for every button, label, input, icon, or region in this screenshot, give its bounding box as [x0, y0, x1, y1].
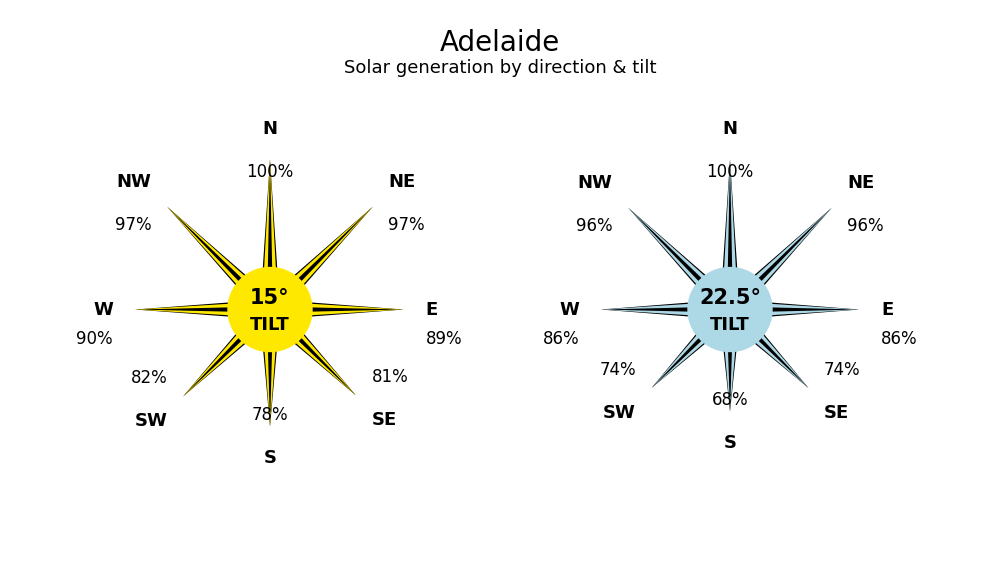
Polygon shape	[263, 331, 277, 426]
Text: 81%: 81%	[371, 368, 408, 386]
Circle shape	[688, 267, 772, 352]
Polygon shape	[279, 207, 373, 301]
Polygon shape	[601, 303, 709, 317]
Text: 74%: 74%	[599, 360, 636, 378]
Text: 97%: 97%	[115, 216, 152, 234]
Text: 68%: 68%	[712, 391, 748, 409]
Polygon shape	[752, 307, 859, 312]
Text: W: W	[93, 301, 113, 318]
Polygon shape	[183, 319, 260, 397]
Text: E: E	[426, 301, 438, 318]
Polygon shape	[261, 159, 279, 288]
Text: W: W	[559, 301, 579, 318]
Polygon shape	[740, 319, 808, 388]
Text: 96%: 96%	[847, 217, 884, 235]
Polygon shape	[135, 303, 249, 317]
Polygon shape	[751, 303, 859, 317]
Text: 100%: 100%	[246, 162, 294, 180]
Polygon shape	[263, 159, 277, 288]
Polygon shape	[167, 207, 260, 300]
Polygon shape	[601, 307, 708, 312]
Polygon shape	[628, 208, 721, 301]
Text: 97%: 97%	[388, 216, 425, 234]
Polygon shape	[267, 332, 273, 426]
Polygon shape	[284, 324, 356, 395]
Text: 86%: 86%	[542, 329, 579, 347]
Text: SW: SW	[603, 404, 636, 422]
Polygon shape	[721, 331, 739, 412]
Text: 89%: 89%	[426, 329, 462, 347]
Text: 86%: 86%	[881, 329, 918, 347]
Text: 100%: 100%	[706, 162, 754, 180]
Text: N: N	[722, 120, 738, 137]
Polygon shape	[739, 208, 832, 301]
Polygon shape	[628, 208, 716, 296]
Text: SE: SE	[371, 411, 397, 429]
Text: NW: NW	[117, 173, 152, 191]
Polygon shape	[183, 324, 256, 397]
Polygon shape	[744, 208, 832, 296]
Text: 82%: 82%	[131, 369, 167, 387]
Text: 96%: 96%	[576, 217, 613, 235]
Text: TILT: TILT	[250, 315, 290, 333]
Polygon shape	[652, 324, 716, 388]
Text: E: E	[881, 301, 893, 318]
Polygon shape	[652, 319, 720, 388]
Polygon shape	[135, 301, 249, 318]
Text: NW: NW	[578, 174, 613, 192]
Polygon shape	[723, 331, 737, 412]
Polygon shape	[280, 207, 373, 300]
Text: Adelaide: Adelaide	[440, 29, 560, 57]
Polygon shape	[601, 301, 709, 318]
Polygon shape	[279, 318, 356, 395]
Polygon shape	[628, 208, 720, 300]
Polygon shape	[751, 301, 859, 318]
Polygon shape	[291, 303, 404, 317]
Circle shape	[228, 267, 312, 352]
Polygon shape	[723, 159, 737, 288]
Polygon shape	[727, 159, 733, 287]
Polygon shape	[739, 318, 808, 388]
Text: N: N	[262, 120, 278, 137]
Polygon shape	[721, 159, 739, 288]
Polygon shape	[167, 207, 256, 296]
Text: SW: SW	[135, 412, 167, 430]
Text: S: S	[264, 449, 276, 467]
Polygon shape	[280, 319, 356, 395]
Text: 74%: 74%	[824, 360, 861, 378]
Text: NE: NE	[388, 173, 416, 191]
Text: TILT: TILT	[710, 315, 750, 333]
Polygon shape	[292, 307, 404, 312]
Polygon shape	[744, 324, 808, 388]
Polygon shape	[267, 159, 273, 287]
Polygon shape	[727, 332, 733, 412]
Text: SE: SE	[824, 404, 849, 422]
Polygon shape	[167, 207, 261, 301]
Polygon shape	[652, 318, 721, 388]
Text: 22.5°: 22.5°	[699, 287, 761, 308]
Text: 90%: 90%	[76, 329, 113, 347]
Polygon shape	[740, 208, 832, 300]
Polygon shape	[135, 307, 248, 312]
Polygon shape	[183, 318, 261, 397]
Polygon shape	[291, 301, 404, 318]
Text: 78%: 78%	[252, 405, 288, 423]
Polygon shape	[261, 331, 279, 426]
Text: 15°: 15°	[250, 287, 290, 308]
Text: NE: NE	[847, 174, 875, 192]
Text: Solar generation by direction & tilt: Solar generation by direction & tilt	[344, 59, 656, 77]
Polygon shape	[284, 207, 373, 296]
Text: S: S	[724, 433, 736, 451]
